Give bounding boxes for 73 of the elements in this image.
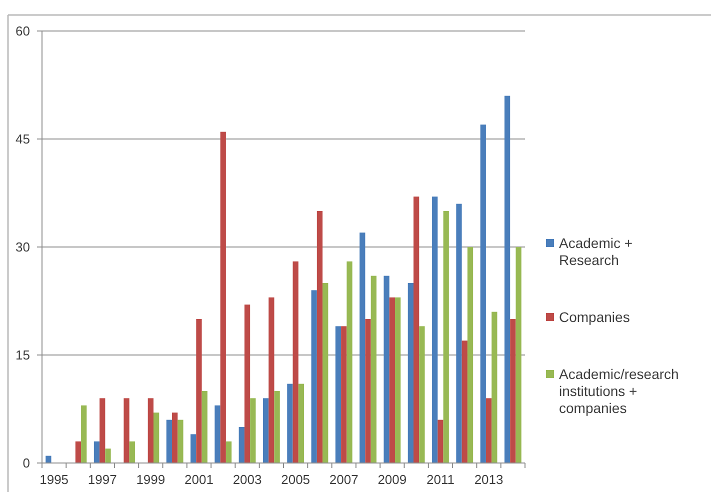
bar <box>226 441 232 463</box>
bar <box>202 391 208 463</box>
bar <box>166 420 172 463</box>
bar <box>341 326 347 463</box>
bar <box>389 297 395 463</box>
bar <box>292 261 298 463</box>
bar <box>46 456 52 463</box>
bar <box>322 283 328 463</box>
x-tick-label: 1995 <box>40 472 69 487</box>
bar <box>262 398 269 463</box>
bar <box>196 319 202 463</box>
bar <box>238 427 244 463</box>
bar <box>311 290 317 463</box>
bar <box>516 247 522 463</box>
bar <box>335 326 342 463</box>
bar <box>486 398 492 463</box>
bar <box>467 247 474 463</box>
bar <box>504 96 510 463</box>
y-tick-label: 15 <box>16 348 30 363</box>
bar <box>408 283 414 463</box>
bar <box>105 448 111 463</box>
bar <box>419 326 425 463</box>
x-tick-label: 2005 <box>281 472 310 487</box>
bar <box>287 384 293 463</box>
bar <box>360 232 366 463</box>
bar <box>510 319 516 463</box>
bar <box>124 398 130 463</box>
bar <box>394 297 401 463</box>
bar <box>480 124 486 463</box>
y-tick-label: 0 <box>22 456 30 471</box>
bar <box>214 405 220 463</box>
bar <box>220 132 226 463</box>
x-tick-label: 2001 <box>184 472 214 487</box>
bar <box>456 204 462 463</box>
y-tick-label: 45 <box>16 132 30 147</box>
bar <box>94 441 100 463</box>
bar <box>462 340 468 463</box>
legend-label: Companies <box>559 309 630 325</box>
bar <box>365 319 371 463</box>
x-tick-label: 2007 <box>329 472 358 487</box>
x-tick-label: 2009 <box>378 472 407 487</box>
bar <box>190 434 196 463</box>
bar <box>178 420 184 463</box>
bar <box>172 412 178 463</box>
x-tick-label: 1997 <box>88 472 117 487</box>
bar <box>244 304 250 463</box>
x-tick-label: 2003 <box>232 472 262 487</box>
bar <box>384 276 390 463</box>
x-tick-label: 2013 <box>474 472 504 487</box>
bar <box>443 211 449 463</box>
bar <box>100 398 106 463</box>
bar <box>414 196 420 463</box>
bar <box>274 391 280 463</box>
bar <box>148 398 154 463</box>
bar <box>298 384 304 463</box>
bar <box>81 405 87 463</box>
bar <box>75 441 82 463</box>
bar <box>432 196 438 463</box>
legend-label: Academic/research institutions + companies <box>559 366 679 416</box>
bar <box>438 420 444 463</box>
bar <box>268 297 274 463</box>
x-tick-label: 1999 <box>136 472 166 487</box>
bar <box>370 276 376 463</box>
legend-label: Academic + Research <box>559 235 633 268</box>
bar <box>250 398 256 463</box>
bar <box>492 312 498 463</box>
y-tick-label: 60 <box>16 24 30 39</box>
y-tick-label: 30 <box>16 240 30 255</box>
bar <box>153 412 160 463</box>
bar <box>129 441 135 463</box>
bar <box>316 211 323 463</box>
bar <box>346 261 352 463</box>
x-tick-label: 2011 <box>426 472 454 487</box>
